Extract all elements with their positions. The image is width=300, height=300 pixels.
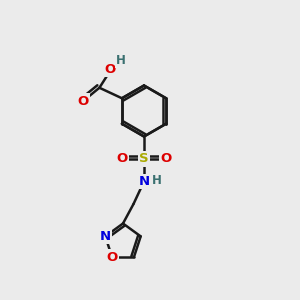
Text: H: H (152, 173, 161, 187)
Text: O: O (160, 152, 171, 166)
Text: N: N (100, 230, 111, 243)
Text: O: O (106, 250, 118, 264)
Text: O: O (77, 95, 88, 108)
Text: H: H (116, 54, 126, 67)
Text: O: O (104, 63, 116, 76)
Text: S: S (139, 152, 149, 166)
Text: O: O (117, 152, 128, 166)
Text: N: N (138, 175, 150, 188)
